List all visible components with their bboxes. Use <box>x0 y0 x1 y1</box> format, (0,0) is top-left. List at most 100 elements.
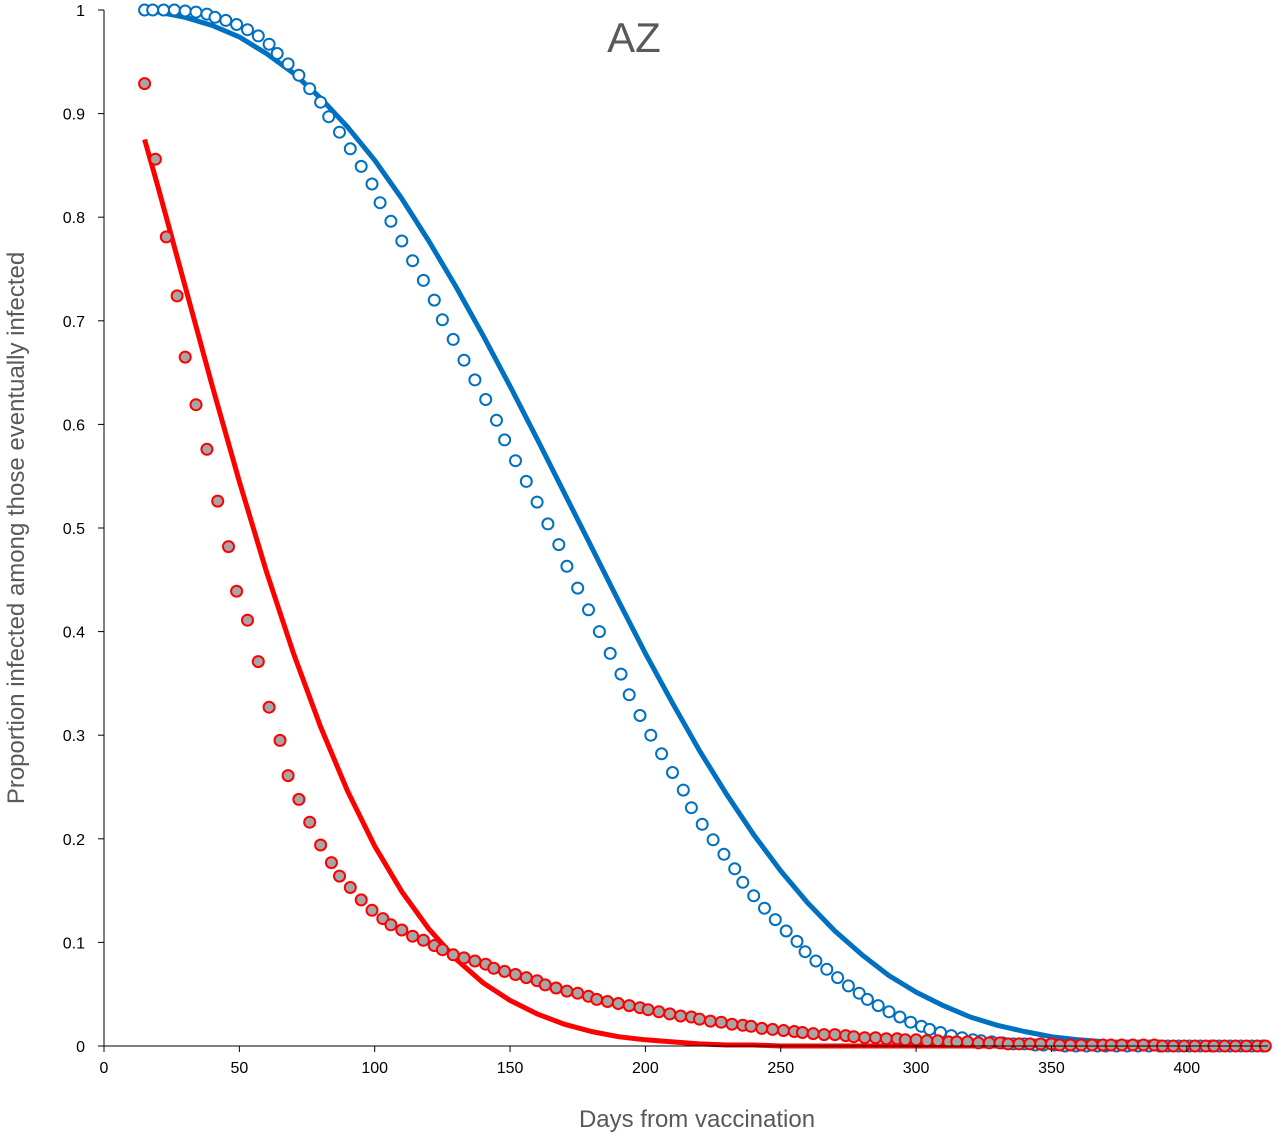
data-point <box>222 540 235 554</box>
data-point <box>538 978 552 992</box>
data-point <box>858 1031 872 1045</box>
data-point <box>384 918 398 932</box>
data-point <box>303 815 317 829</box>
y-tick-label: 1 <box>76 3 85 20</box>
data-point <box>744 1019 758 1033</box>
x-tick-label: 200 <box>632 1060 659 1077</box>
data-point <box>633 709 647 722</box>
data-point <box>303 82 317 96</box>
data-point <box>406 254 420 268</box>
data-point <box>641 1003 655 1017</box>
data-point <box>703 1014 717 1028</box>
y-axis-title: Proportion infected among those eventual… <box>3 252 30 804</box>
data-point <box>262 700 276 714</box>
x-tick-label: 350 <box>1038 1060 1065 1077</box>
data-point <box>798 945 812 959</box>
x-tick-label: 100 <box>361 1060 388 1077</box>
data-point <box>571 986 585 1000</box>
data-point <box>817 1028 831 1042</box>
data-point <box>178 350 192 364</box>
data-point <box>560 984 574 998</box>
y-tick-label: 0.6 <box>63 417 85 434</box>
data-point <box>322 110 336 124</box>
data-point <box>652 1005 666 1019</box>
chart-title: AZ <box>607 14 661 61</box>
data-point <box>714 1015 728 1029</box>
data-point <box>695 817 709 831</box>
data-point <box>416 273 430 287</box>
data-point <box>920 1034 934 1048</box>
data-point <box>281 57 295 71</box>
data-point <box>446 948 460 962</box>
data-point <box>674 1009 688 1023</box>
data-point <box>343 881 357 894</box>
data-point <box>806 1027 820 1041</box>
x-tick-label: 300 <box>903 1060 930 1077</box>
data-point <box>879 1032 893 1046</box>
data-point <box>384 214 398 228</box>
data-point <box>655 747 669 761</box>
data-point <box>622 688 636 702</box>
data-point <box>457 353 471 367</box>
data-point <box>1034 1037 1048 1051</box>
data-point <box>820 962 834 976</box>
data-point <box>1137 1038 1150 1052</box>
data-point <box>758 901 771 915</box>
data-point <box>549 981 563 995</box>
data-point <box>208 10 222 24</box>
data-point <box>157 3 171 17</box>
data-point <box>1053 1038 1067 1052</box>
data-point <box>406 929 420 943</box>
data-point <box>273 733 287 747</box>
data-point <box>676 783 690 797</box>
series-points-0 <box>138 3 1270 1053</box>
y-tick-label: 0.7 <box>63 314 85 331</box>
data-point <box>603 646 617 660</box>
data-point <box>869 1031 882 1045</box>
data-point <box>828 1028 842 1042</box>
y-axis: 0 0.1 0.2 0.3 0.4 0.5 0.6 0.7 0.8 0.9 1 <box>63 3 104 1056</box>
data-point <box>971 1036 985 1050</box>
data-point <box>693 1012 706 1026</box>
x-tick-label: 250 <box>767 1060 794 1077</box>
data-point <box>684 801 698 815</box>
data-point <box>211 494 225 508</box>
data-point <box>663 1007 677 1021</box>
series-line-3 <box>142 138 1268 1049</box>
data-point <box>904 1015 918 1029</box>
data-point <box>882 1005 896 1019</box>
data-point <box>148 152 162 166</box>
series-points-2 <box>138 77 1272 1053</box>
data-point <box>354 159 368 173</box>
data-point <box>611 997 625 1010</box>
data-point <box>747 889 761 903</box>
data-point <box>509 968 522 981</box>
data-point <box>178 4 192 18</box>
data-point <box>270 47 284 60</box>
data-point <box>1126 1038 1140 1052</box>
data-point <box>251 29 265 43</box>
data-point <box>189 5 203 19</box>
data-point <box>541 517 555 531</box>
data-point <box>1085 1038 1099 1052</box>
data-point <box>847 1030 861 1044</box>
data-point <box>831 971 845 985</box>
data-point <box>457 951 471 965</box>
data-point <box>435 313 449 327</box>
y-tick-label: 0.5 <box>63 521 85 538</box>
x-tick-label: 0 <box>100 1060 109 1077</box>
data-point <box>519 971 533 985</box>
data-point <box>170 289 184 303</box>
data-point <box>468 954 482 968</box>
data-point <box>479 393 493 406</box>
data-point <box>766 1022 780 1036</box>
data-point <box>795 1026 809 1039</box>
data-point <box>138 77 152 91</box>
data-point <box>777 1024 790 1037</box>
data-point <box>189 398 203 412</box>
data-point <box>860 992 874 1006</box>
data-point <box>560 559 574 573</box>
data-point <box>706 833 720 847</box>
data-point <box>644 728 658 742</box>
